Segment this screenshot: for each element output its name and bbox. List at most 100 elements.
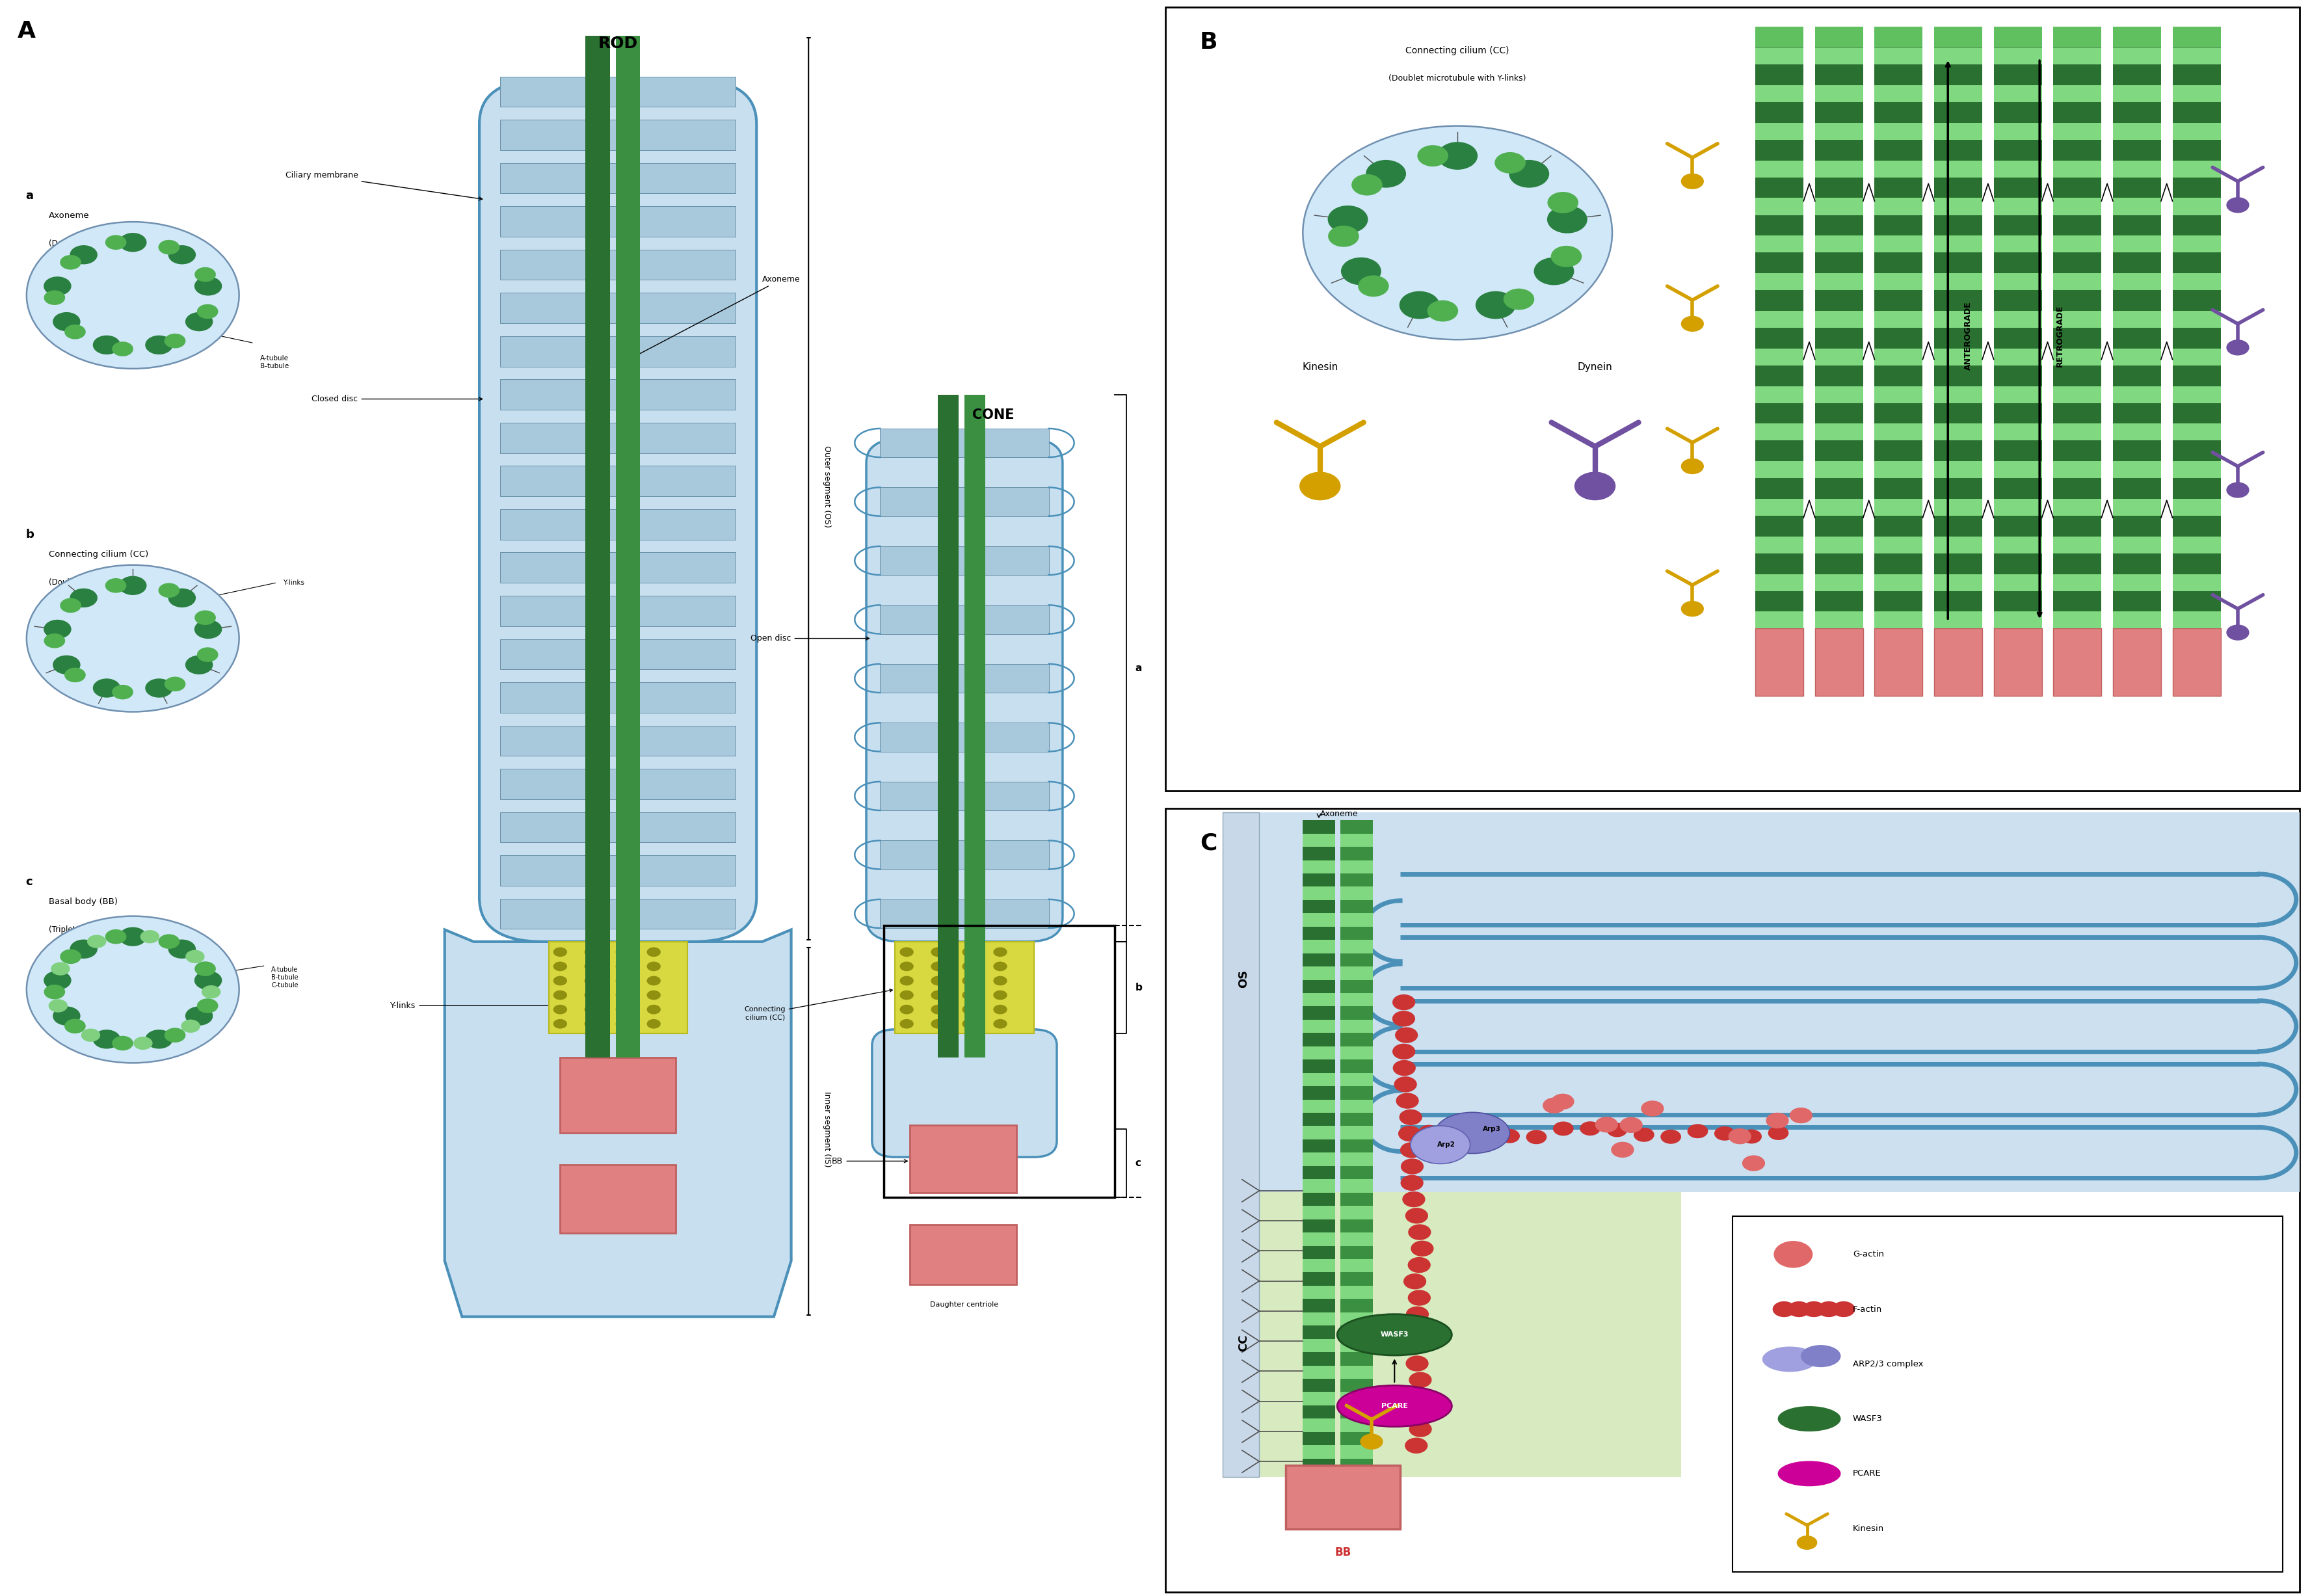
Bar bbox=[1340, 1073, 1372, 1087]
Circle shape bbox=[1400, 1143, 1423, 1159]
Bar bbox=[499, 726, 735, 757]
Circle shape bbox=[88, 935, 106, 948]
Circle shape bbox=[44, 634, 65, 648]
FancyBboxPatch shape bbox=[480, 80, 758, 942]
Bar bbox=[1933, 461, 1982, 479]
Circle shape bbox=[1476, 290, 1515, 319]
Bar bbox=[2114, 611, 2162, 629]
Circle shape bbox=[141, 930, 159, 943]
Circle shape bbox=[1400, 290, 1439, 319]
Text: Outer segment (OS): Outer segment (OS) bbox=[822, 445, 832, 528]
Bar bbox=[1222, 812, 2301, 1192]
Circle shape bbox=[164, 1028, 185, 1042]
Circle shape bbox=[194, 267, 215, 282]
Text: B: B bbox=[1199, 30, 1217, 53]
Text: Arp2: Arp2 bbox=[1437, 1141, 1455, 1148]
Bar bbox=[1303, 1366, 1335, 1379]
Bar bbox=[1303, 1207, 1335, 1219]
Bar bbox=[1933, 27, 1982, 46]
Circle shape bbox=[1552, 1093, 1573, 1109]
Bar bbox=[1756, 629, 1804, 696]
Bar bbox=[2114, 536, 2162, 554]
Bar bbox=[499, 769, 735, 800]
Text: A-tubule
B-tubule
C-tubule: A-tubule B-tubule C-tubule bbox=[273, 967, 298, 988]
Bar bbox=[1340, 1259, 1372, 1272]
Circle shape bbox=[1765, 1112, 1788, 1128]
Bar bbox=[1340, 940, 1372, 953]
Bar bbox=[2171, 386, 2220, 402]
Circle shape bbox=[1418, 1125, 1439, 1140]
Bar bbox=[1876, 123, 1922, 140]
Bar bbox=[1340, 1392, 1372, 1406]
FancyBboxPatch shape bbox=[866, 439, 1063, 942]
Bar bbox=[499, 206, 735, 236]
Circle shape bbox=[1575, 472, 1615, 500]
Text: Kinesin: Kinesin bbox=[1303, 362, 1337, 372]
Circle shape bbox=[1328, 206, 1368, 233]
Bar bbox=[1816, 500, 1864, 516]
Bar bbox=[1994, 536, 2042, 554]
Bar bbox=[1876, 629, 1922, 696]
Bar bbox=[1876, 27, 1922, 46]
Bar bbox=[2054, 348, 2102, 365]
Bar bbox=[882, 926, 1113, 1197]
Circle shape bbox=[1407, 1355, 1428, 1371]
Circle shape bbox=[1328, 225, 1358, 247]
Text: Connecting
cilium (CC): Connecting cilium (CC) bbox=[744, 990, 892, 1020]
Bar bbox=[499, 681, 735, 712]
Bar bbox=[2054, 27, 2102, 46]
Circle shape bbox=[1393, 994, 1416, 1010]
Circle shape bbox=[1596, 1117, 1617, 1133]
Text: a: a bbox=[25, 190, 32, 201]
Circle shape bbox=[647, 961, 661, 970]
Bar bbox=[559, 1058, 675, 1133]
Bar bbox=[1816, 27, 1864, 629]
Bar bbox=[1340, 1047, 1372, 1060]
Bar bbox=[1816, 461, 1864, 479]
Text: ANTEROGRADE: ANTEROGRADE bbox=[1963, 302, 1973, 370]
Text: OS: OS bbox=[1238, 969, 1250, 988]
Bar bbox=[1756, 611, 1804, 629]
Circle shape bbox=[1409, 1373, 1432, 1389]
Bar bbox=[1303, 913, 1335, 927]
Circle shape bbox=[201, 985, 222, 999]
Bar bbox=[614, 929, 640, 1058]
Text: ARP2/3 complex: ARP2/3 complex bbox=[1853, 1360, 1924, 1368]
Bar bbox=[2054, 48, 2102, 64]
Circle shape bbox=[1407, 1258, 1430, 1274]
Bar bbox=[1876, 311, 1922, 327]
Text: b: b bbox=[25, 528, 35, 541]
Bar bbox=[2054, 27, 2102, 629]
Bar bbox=[880, 428, 1049, 456]
Circle shape bbox=[1504, 289, 1534, 310]
Bar bbox=[880, 900, 1049, 929]
Bar bbox=[1756, 386, 1804, 402]
Bar bbox=[1994, 123, 2042, 140]
Bar bbox=[880, 841, 1049, 870]
Circle shape bbox=[552, 1020, 566, 1029]
Bar bbox=[2171, 161, 2220, 177]
Bar bbox=[1933, 85, 1982, 102]
Bar bbox=[1340, 993, 1372, 1007]
Bar bbox=[1816, 123, 1864, 140]
Circle shape bbox=[106, 578, 127, 592]
Text: ROD: ROD bbox=[598, 37, 638, 51]
Circle shape bbox=[2227, 624, 2250, 640]
Circle shape bbox=[1411, 1389, 1435, 1404]
Bar bbox=[1994, 48, 2042, 64]
Circle shape bbox=[993, 1005, 1007, 1015]
Circle shape bbox=[60, 255, 81, 270]
Circle shape bbox=[1686, 1124, 1707, 1138]
Circle shape bbox=[164, 334, 185, 348]
Text: (Doublet microtubule with Y-links): (Doublet microtubule with Y-links) bbox=[1388, 73, 1527, 83]
Circle shape bbox=[1619, 1117, 1642, 1133]
Bar bbox=[1994, 500, 2042, 516]
Bar bbox=[1340, 860, 1372, 873]
Text: G-actin: G-actin bbox=[1853, 1250, 1885, 1259]
Circle shape bbox=[1301, 472, 1340, 500]
Text: F-actin: F-actin bbox=[1853, 1306, 1883, 1314]
Circle shape bbox=[963, 975, 975, 985]
Bar bbox=[1303, 860, 1335, 873]
Bar bbox=[1816, 161, 1864, 177]
Bar bbox=[499, 163, 735, 193]
